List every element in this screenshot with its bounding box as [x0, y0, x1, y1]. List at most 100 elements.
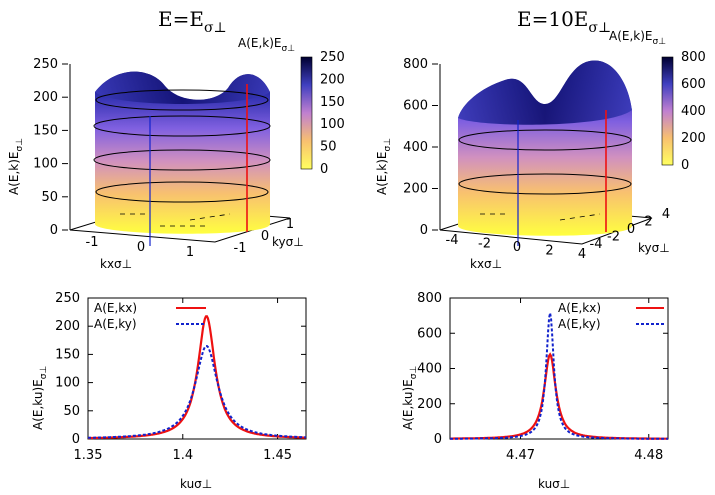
x-tick-label: -1 [86, 235, 99, 250]
x-tick-label: 1 [186, 245, 194, 260]
colorbar-tick-label: 150 [320, 95, 345, 110]
z-tick-label: 100 [33, 157, 58, 172]
z-tick-label: 800 [403, 57, 428, 72]
x-ticks-top-left: -1 0 1 [86, 235, 195, 260]
z-tick-label: 0 [50, 223, 58, 238]
x-tick-label: 1.45 [263, 448, 292, 463]
xlabel-bottom-right: kuσ⊥ [538, 477, 570, 491]
legend-bottom-left: A(E,kx) A(E,ky) [94, 301, 206, 331]
x-tick-label: 0 [137, 240, 145, 255]
y-ticks-bottom-right: 0 200 400 600 800 [417, 291, 668, 447]
surface-top-left [95, 71, 270, 234]
y-tick-label: 0 [261, 229, 269, 244]
x-tick-label: 1.4 [172, 448, 193, 463]
legend-kx-label-bottom-left: A(E,kx) [94, 301, 137, 315]
colorbar-tick-label: 100 [320, 117, 345, 132]
xlabel-top-right: kxσ⊥ [470, 257, 502, 271]
x-tick-label: 0 [513, 240, 521, 255]
y-tick-label: 250 [55, 291, 80, 306]
panel-bottom-left: A(E,ku)Eσ⊥ 0 50 100 150 200 250 1.35 1.4 1.45 A… [31, 291, 307, 491]
y-tick-label: -2 [607, 230, 620, 245]
y-ticks-top-right: -4 -2 0 2 4 [590, 207, 671, 252]
colorbar-tick-label: 0 [681, 158, 689, 173]
legend-bottom-right: A(E,kx) A(E,ky) [558, 301, 664, 331]
z-tick-label: 200 [403, 182, 428, 197]
legend-kx-label-bottom-right: A(E,kx) [558, 301, 601, 315]
y-tick-label: 150 [55, 347, 80, 362]
z-tick-label: 250 [33, 57, 58, 72]
y-tick-label: 800 [417, 291, 442, 306]
legend-ky-label-bottom-left: A(E,ky) [94, 317, 137, 331]
y-tick-label: 400 [417, 362, 442, 377]
z-tick-label: 0 [420, 223, 428, 238]
plot-frame-bottom-left [87, 297, 307, 440]
y-tick-label: 0 [627, 222, 635, 237]
title-top-right: E=10Eσ⊥ [517, 7, 611, 36]
colorbar-tick-label: 0 [320, 162, 328, 177]
zlabel-top-right: A(E,k)Eσ⊥ [375, 138, 393, 195]
x-ticks-bottom-left: 1.35 1.4 1.45 [74, 298, 292, 463]
colorbar-tick-label: 200 [681, 131, 706, 146]
series-kx-line [450, 352, 668, 440]
y-tick-label: 100 [55, 376, 80, 391]
y-tick-label: 0 [434, 432, 442, 447]
colorbar-top-right [661, 56, 674, 166]
colorbar-top-left [300, 56, 313, 170]
z-tick-label: 200 [33, 90, 58, 105]
panel-bottom-right: A(E,ku)Eσ⊥ 0 200 400 600 800 4.47 4.48 A(E,kx… [401, 291, 669, 491]
colorbar-ticks-top-left: 0 50 100 150 200 250 [320, 50, 345, 177]
series-bottom-right [450, 312, 668, 440]
series-ky-line [450, 312, 668, 440]
panel-top-left: E=Eσ⊥ A(E,k)Eσ⊥ A(E,k)Eσ⊥ 05010015020025… [7, 7, 345, 271]
xlabel-top-left: kxσ⊥ [100, 257, 132, 271]
x-ticks-top-right: -4 -2 0 2 4 [446, 233, 587, 262]
z-ticks-top-left: 0 50 100 150 200 250 [33, 57, 68, 238]
y-tick-label: -4 [590, 237, 603, 252]
contours-top-left [93, 89, 271, 203]
ylabel-bottom-left: A(E,ku)Eσ⊥ [31, 366, 49, 430]
y-tick-label: 200 [55, 319, 80, 334]
colorbar-label-top-right: A(E,k)Eσ⊥ [609, 29, 666, 47]
z-tick-label: 50 [41, 190, 58, 205]
y-tick-label: 50 [63, 404, 80, 419]
colorbar-tick-label: 200 [320, 72, 345, 87]
y-tick-label: 1 [286, 217, 294, 232]
colorbar-tick-label: 800 [681, 50, 706, 65]
z-tick-label: 600 [403, 99, 428, 114]
colorbar-tick-label: 250 [320, 50, 345, 65]
colorbar-tick-label: 400 [681, 104, 706, 119]
surface-cap-top-right [458, 60, 632, 125]
zlabel-top-left: A(E,k)Eσ⊥ [7, 138, 25, 195]
legend-ky-label-bottom-right: A(E,ky) [558, 317, 601, 331]
xlabel-bottom-left: kuσ⊥ [180, 477, 212, 491]
z-tick-label: 400 [403, 140, 428, 155]
ylabel2-top-right: kyσ⊥ [638, 241, 670, 255]
y-tick-label: 0 [72, 432, 80, 447]
colorbar-ticks-top-right: 0 200 400 600 800 [681, 50, 706, 173]
y-tick-label: -1 [234, 241, 247, 256]
z-ticks-top-right: 0 200 400 600 800 [403, 57, 438, 238]
colorbar-tick-label: 600 [681, 77, 706, 92]
y-tick-label: 200 [417, 397, 442, 412]
contours-top-right [458, 129, 632, 195]
x-tick-label: 4.48 [634, 448, 663, 463]
x-tick-label: -4 [446, 233, 459, 248]
title-top-left: E=Eσ⊥ [158, 7, 227, 36]
y-tick-label: 2 [644, 215, 652, 230]
floor-contours-top-left [120, 213, 231, 227]
x-tick-label: 4.47 [506, 448, 535, 463]
y-tick-label: 4 [662, 207, 670, 222]
x-tick-label: 1.35 [74, 448, 103, 463]
x-tick-label: 4 [578, 247, 586, 262]
floor-contours-top-right [480, 213, 601, 221]
y-ticks-top-left: -1 0 1 [234, 217, 295, 256]
ylabel2-top-left: kyσ⊥ [272, 235, 304, 249]
x-tick-label: -2 [478, 237, 491, 252]
x-tick-label: 2 [545, 244, 553, 259]
colorbar-label-top-left: A(E,k)Eσ⊥ [238, 36, 295, 54]
panel-top-right: E=10Eσ⊥ A(E,k)Eσ⊥ A(E,k)Eσ⊥ 020040060080… [375, 7, 706, 271]
y-ticks-bottom-left: 0 50 100 150 200 250 [55, 291, 306, 447]
series-ky-line [88, 344, 307, 439]
colorbar-tick-label: 50 [320, 140, 337, 155]
